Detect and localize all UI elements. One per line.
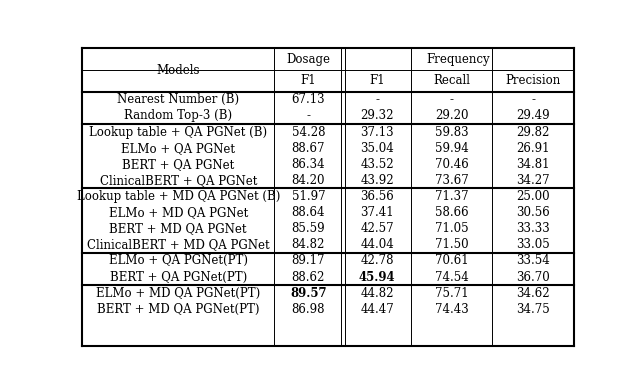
Text: -: - (531, 93, 535, 106)
Text: 74.54: 74.54 (435, 271, 469, 283)
Text: 34.27: 34.27 (516, 174, 550, 187)
Text: Frequency: Frequency (426, 53, 490, 66)
Text: ClinicalBERT + QA PGNet: ClinicalBERT + QA PGNet (100, 174, 257, 187)
Text: ELMo + MD QA PGNet(PT): ELMo + MD QA PGNet(PT) (96, 287, 260, 300)
Text: Precision: Precision (506, 74, 561, 88)
Text: BERT + QA PGNet(PT): BERT + QA PGNet(PT) (109, 271, 247, 283)
Text: 70.46: 70.46 (435, 158, 469, 171)
Text: BERT + MD QA PGNet: BERT + MD QA PGNet (109, 222, 247, 235)
Text: 59.83: 59.83 (435, 126, 469, 138)
Text: 86.98: 86.98 (292, 303, 325, 316)
Text: ClinicalBERT + MD QA PGNet: ClinicalBERT + MD QA PGNet (87, 238, 269, 251)
Text: F1: F1 (301, 74, 316, 88)
Text: BERT + MD QA PGNet(PT): BERT + MD QA PGNet(PT) (97, 303, 259, 316)
Text: 75.71: 75.71 (435, 287, 469, 300)
Text: Models: Models (157, 64, 200, 77)
Text: Lookup table + MD QA PGNet (B): Lookup table + MD QA PGNet (B) (77, 190, 280, 203)
Text: ELMo + QA PGNet: ELMo + QA PGNet (121, 142, 236, 155)
Text: 71.37: 71.37 (435, 190, 469, 203)
Text: 36.70: 36.70 (516, 271, 550, 283)
Text: 33.05: 33.05 (516, 238, 550, 251)
Text: 84.20: 84.20 (292, 174, 325, 187)
Text: 29.49: 29.49 (516, 109, 550, 122)
Text: 71.05: 71.05 (435, 222, 469, 235)
Text: 59.94: 59.94 (435, 142, 469, 155)
Text: 43.92: 43.92 (360, 174, 394, 187)
Text: Dosage: Dosage (286, 53, 330, 66)
Text: 51.97: 51.97 (292, 190, 325, 203)
Text: 26.91: 26.91 (516, 142, 550, 155)
Text: 33.54: 33.54 (516, 255, 550, 267)
Text: 42.78: 42.78 (360, 255, 394, 267)
Text: 54.28: 54.28 (292, 126, 325, 138)
Text: ELMo + MD QA PGNet: ELMo + MD QA PGNet (109, 206, 248, 219)
Text: 88.62: 88.62 (292, 271, 325, 283)
Text: 30.56: 30.56 (516, 206, 550, 219)
Text: 85.59: 85.59 (292, 222, 325, 235)
Text: 43.52: 43.52 (360, 158, 394, 171)
Text: 58.66: 58.66 (435, 206, 469, 219)
Text: 67.13: 67.13 (292, 93, 325, 106)
Text: 29.20: 29.20 (435, 109, 468, 122)
Text: -: - (375, 93, 379, 106)
Text: 70.61: 70.61 (435, 255, 469, 267)
Text: 44.47: 44.47 (360, 303, 394, 316)
Text: 74.43: 74.43 (435, 303, 469, 316)
Text: F1: F1 (369, 74, 385, 88)
Text: 89.17: 89.17 (292, 255, 325, 267)
Text: 35.04: 35.04 (360, 142, 394, 155)
Text: 42.57: 42.57 (360, 222, 394, 235)
Text: 37.13: 37.13 (360, 126, 394, 138)
Text: 34.81: 34.81 (516, 158, 550, 171)
Text: 29.82: 29.82 (516, 126, 550, 138)
Text: Nearest Number (B): Nearest Number (B) (117, 93, 239, 106)
Text: Lookup table + QA PGNet (B): Lookup table + QA PGNet (B) (89, 126, 268, 138)
Text: -: - (450, 93, 454, 106)
Text: 84.82: 84.82 (292, 238, 325, 251)
Text: 36.56: 36.56 (360, 190, 394, 203)
Text: 25.00: 25.00 (516, 190, 550, 203)
Text: -: - (307, 109, 310, 122)
Text: 88.67: 88.67 (292, 142, 325, 155)
Text: 71.50: 71.50 (435, 238, 469, 251)
Text: ELMo + QA PGNet(PT): ELMo + QA PGNet(PT) (109, 255, 248, 267)
Text: 89.57: 89.57 (290, 287, 326, 300)
Text: 44.82: 44.82 (360, 287, 394, 300)
Text: 86.34: 86.34 (292, 158, 325, 171)
Text: 34.62: 34.62 (516, 287, 550, 300)
Text: 37.41: 37.41 (360, 206, 394, 219)
Text: Random Top-3 (B): Random Top-3 (B) (124, 109, 232, 122)
Text: 45.94: 45.94 (359, 271, 396, 283)
Text: 73.67: 73.67 (435, 174, 469, 187)
Text: Recall: Recall (433, 74, 470, 88)
Text: BERT + QA PGNet: BERT + QA PGNet (122, 158, 234, 171)
Text: 44.04: 44.04 (360, 238, 394, 251)
Text: 33.33: 33.33 (516, 222, 550, 235)
Text: 34.75: 34.75 (516, 303, 550, 316)
Text: 88.64: 88.64 (292, 206, 325, 219)
Text: 29.32: 29.32 (360, 109, 394, 122)
